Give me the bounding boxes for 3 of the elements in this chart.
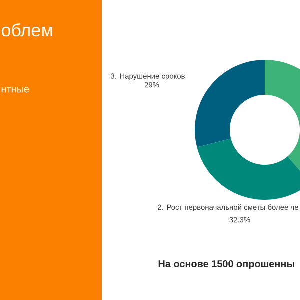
text: нтные bbox=[2, 87, 30, 93]
text: На основе 1500 опрошенны bbox=[158, 260, 294, 270]
chart-title: облем bbox=[2, 23, 52, 37]
